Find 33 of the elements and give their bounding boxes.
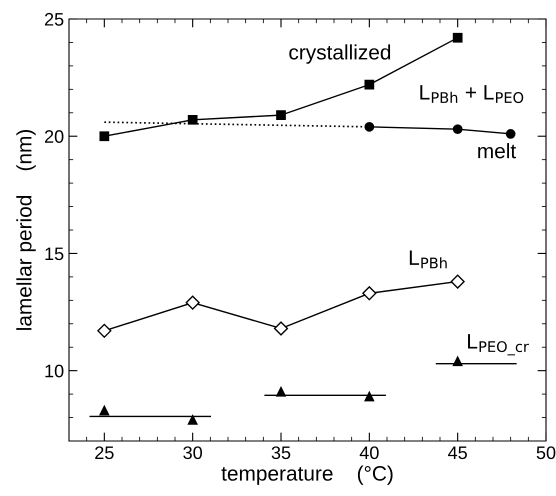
point — [364, 122, 374, 132]
point — [99, 406, 110, 416]
legend-label: L$_{PEO_cr}$ — [468, 334, 529, 356]
x-tick-label: 50 — [536, 446, 556, 460]
point — [452, 124, 463, 134]
point — [186, 296, 200, 310]
x-tick-label: 40 — [360, 446, 379, 460]
x-tick-label: 35 — [272, 446, 290, 460]
point — [506, 129, 516, 139]
point — [276, 110, 286, 120]
point — [364, 80, 374, 90]
point — [97, 324, 112, 338]
point — [99, 131, 110, 142]
point — [362, 286, 376, 300]
x-tick-label: 25 — [95, 446, 114, 460]
y-axis-title: lamellar period (nm) — [16, 130, 36, 330]
y-tick-label: 20 — [44, 130, 64, 143]
y-tick-label: 15 — [45, 248, 64, 260]
point — [188, 415, 198, 425]
legend-label: melt — [478, 143, 516, 158]
point — [274, 321, 288, 336]
y-tick-label: 25 — [44, 12, 64, 26]
series-label: crystallized — [289, 44, 390, 64]
point — [452, 32, 463, 43]
x-tick-label: 45 — [448, 446, 467, 460]
x-axis-title: temperature (°C) — [221, 465, 393, 485]
annotation: L$_{PBh}$ + L$_{PEO}$ — [420, 85, 524, 104]
point — [364, 392, 374, 402]
y-tick-label: 10 — [45, 364, 64, 378]
x-tick-label: 30 — [183, 446, 202, 460]
series-label: L$_{PBh}$ — [410, 250, 447, 268]
point — [450, 274, 465, 289]
point — [188, 114, 198, 125]
